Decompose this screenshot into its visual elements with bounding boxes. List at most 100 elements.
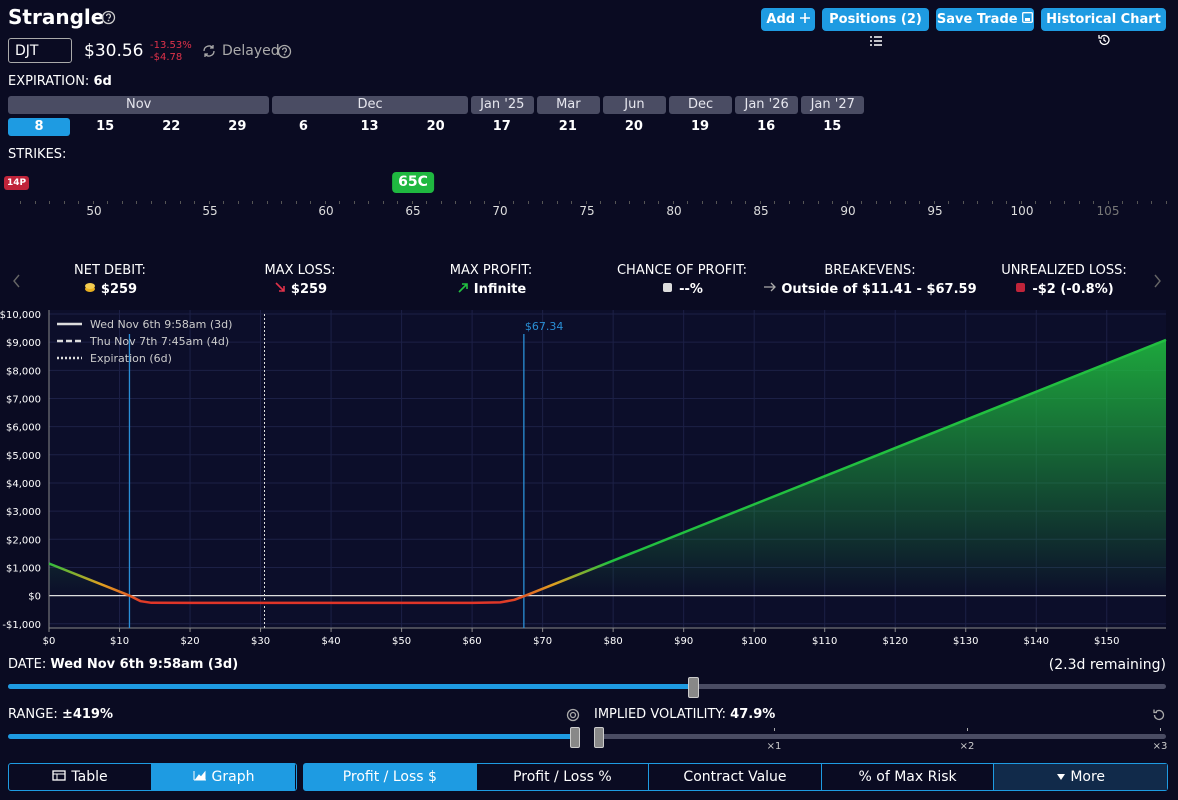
month[interactable]: Jan '26 [735, 96, 799, 114]
ticker-input[interactable]: DJT [8, 38, 72, 63]
minor-tick [136, 201, 137, 204]
day[interactable]: 21 [558, 119, 577, 134]
strike-label[interactable]: 85 [753, 204, 769, 218]
strike-label[interactable]: 55 [202, 204, 218, 218]
label: Add [766, 12, 796, 27]
minor-tick [281, 201, 282, 204]
x-tick-label: $60 [463, 636, 482, 647]
date-slider[interactable] [8, 677, 1166, 698]
strike-label[interactable]: 60 [318, 204, 334, 218]
minor-tick [179, 201, 181, 204]
slider-thumb[interactable] [594, 727, 604, 748]
minor-tick [687, 201, 688, 204]
prev-arrow[interactable] [12, 274, 22, 288]
iv-slider[interactable] [594, 727, 1166, 748]
minor-tick [1165, 201, 1167, 204]
list-icon [869, 36, 882, 46]
metric-tab[interactable]: Profit / Loss $ [304, 764, 477, 790]
metric-tab[interactable]: More [994, 764, 1167, 790]
strike-label[interactable]: 95 [927, 204, 943, 218]
view-tab[interactable]: Graph [152, 764, 295, 790]
day[interactable]: 29 [228, 119, 247, 134]
minor-tick [455, 201, 456, 204]
reset-icon[interactable] [1152, 708, 1166, 722]
minor-tick [991, 201, 993, 204]
help-icon[interactable] [101, 10, 116, 25]
stat-icon [84, 283, 95, 292]
month[interactable]: Dec [669, 96, 733, 114]
slider-thumb[interactable] [688, 677, 699, 698]
help-icon[interactable] [277, 44, 292, 59]
label: Save Trade [936, 12, 1018, 27]
minor-tick [324, 201, 326, 204]
y-tick-label: $10,000 [0, 310, 41, 321]
day[interactable]: 6 [298, 119, 308, 134]
metric-tab[interactable]: Contract Value [649, 764, 822, 790]
put-marker[interactable]: 14P [4, 176, 30, 190]
month[interactable]: Jun [602, 96, 666, 114]
minor-tick [339, 201, 340, 204]
minor-tick [1078, 201, 1080, 204]
range-slider[interactable] [8, 727, 580, 748]
stat-label: MAX PROFIT: [449, 263, 533, 278]
minor-tick [49, 201, 50, 204]
day[interactable]: 15 [96, 119, 115, 134]
metric-tab[interactable]: Profit / Loss % [477, 764, 650, 790]
strike-label[interactable]: 100 [1010, 204, 1034, 218]
minor-tick [933, 201, 935, 204]
month[interactable]: Nov [8, 96, 270, 114]
stat-label: MAX LOSS: [264, 263, 336, 278]
strike-label[interactable]: 80 [666, 204, 682, 218]
strike-label[interactable]: 70 [492, 204, 508, 218]
minor-tick [1093, 201, 1094, 204]
refresh-icon[interactable] [202, 44, 216, 58]
label: RANGE: [8, 707, 58, 722]
metric-tab[interactable]: % of Max Risk [822, 764, 995, 790]
strike-label[interactable]: 75 [579, 204, 595, 218]
day[interactable]: 19 [691, 119, 710, 134]
day[interactable]: 22 [162, 119, 181, 134]
historical-button[interactable]: Historical Chart [1041, 8, 1166, 46]
day[interactable]: 8 [8, 118, 71, 136]
month[interactable]: Dec [272, 96, 468, 114]
status: Delayed [222, 43, 280, 59]
save-button[interactable]: Save Trade [936, 8, 1034, 31]
day[interactable]: 15 [823, 119, 842, 134]
add-button[interactable]: Add [761, 8, 815, 31]
day[interactable]: 17 [492, 119, 511, 134]
minor-tick [1122, 201, 1123, 204]
multiplier-label: ×3 [1152, 741, 1168, 752]
minor-tick [513, 201, 514, 204]
minor-tick [469, 201, 471, 204]
minor-tick [846, 201, 848, 204]
minor-tick [919, 201, 920, 204]
strike-label[interactable]: 90 [840, 204, 856, 218]
month[interactable]: Mar [536, 96, 600, 114]
month[interactable]: Jan '27 [801, 96, 865, 114]
stat-icon [275, 282, 285, 292]
day[interactable]: 20 [426, 119, 445, 134]
save-icon [1022, 12, 1034, 23]
target-icon[interactable] [566, 708, 580, 722]
minor-tick [1064, 201, 1065, 204]
day[interactable]: 16 [757, 119, 776, 134]
strike-label[interactable]: 105 [1096, 204, 1120, 218]
minor-tick [556, 201, 558, 204]
month[interactable]: Jan '25 [470, 96, 534, 114]
slider-thumb[interactable] [570, 727, 580, 748]
view-tab[interactable]: Table [9, 764, 152, 790]
call-marker[interactable]: 65C [392, 172, 434, 193]
strike-label[interactable]: 50 [86, 204, 102, 218]
minor-tick [890, 201, 891, 204]
minor-tick [440, 201, 442, 204]
day[interactable]: 13 [360, 119, 379, 134]
minor-tick [223, 201, 224, 204]
strike-label[interactable]: 65 [405, 204, 421, 218]
label: Table [71, 769, 108, 785]
positions-button[interactable]: Positions (2) [822, 8, 929, 46]
y-tick-label: $5,000 [6, 451, 41, 462]
next-arrow[interactable] [1152, 274, 1162, 288]
day[interactable]: 20 [624, 119, 643, 134]
range: RANGE: ±419% [8, 707, 113, 722]
